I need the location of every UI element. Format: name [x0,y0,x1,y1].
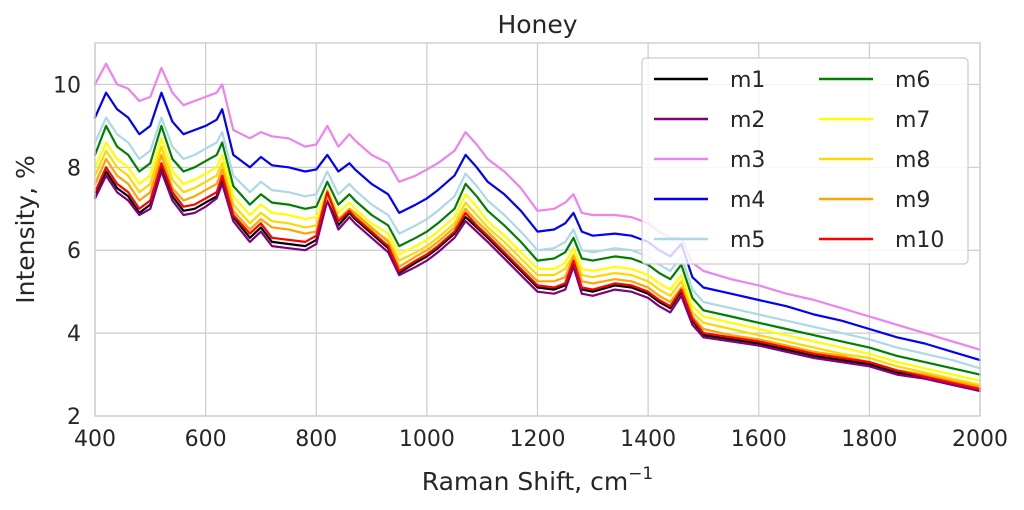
series-line-m7 [93,137,982,382]
x-tick-label: 1600 [731,427,787,452]
legend-label-m8: m8 [895,148,930,173]
legend-label-m7: m7 [895,108,930,133]
x-tick-label: 400 [74,427,116,452]
legend-box [641,57,969,265]
legend-label-m1: m1 [730,68,765,93]
series-line-m10 [93,162,982,391]
series-line-m2 [93,170,982,393]
x-tick-label: 2000 [952,427,1008,452]
series-line-m9 [93,153,982,389]
x-tick-label: 800 [295,427,337,452]
x-tick-label: 1200 [510,427,566,452]
y-tick-label: 10 [53,73,81,98]
y-tick-label: 6 [67,239,81,264]
legend-label-m5: m5 [730,228,765,253]
y-tick-labels: 2 4 6 8 10 [53,73,81,430]
legend-label-m3: m3 [730,148,765,173]
series-line-m1 [93,166,982,391]
series-line-m4 [93,91,982,362]
x-axis-title-text: Raman Shift, cm [422,467,628,496]
x-tick-label: 1400 [620,427,676,452]
y-axis-title: Intensity, % [11,155,40,303]
x-tick-label: 1800 [841,427,897,452]
y-tick-label: 8 [67,156,81,181]
chart-title: Honey [497,10,577,39]
x-tick-label: 600 [185,427,227,452]
series-line-m3 [93,62,982,351]
legend-label-m6: m6 [895,68,930,93]
x-tick-labels: 400 600 800 1000 1200 1400 1600 1800 2000 [74,427,1008,452]
x-axis-title-superscript: −1 [628,464,653,484]
legend: m1 m2 m3 m4 m5 m6 m7 m8 m9 m10 [641,57,969,265]
series-line-m6 [93,124,982,376]
y-tick-label: 4 [67,322,81,347]
series-line-m5 [93,116,982,370]
y-tick-label: 2 [67,405,81,430]
series-line-m8 [93,145,982,386]
legend-label-m10: m10 [895,228,944,253]
x-tick-label: 1000 [399,427,455,452]
series-lines [93,62,982,393]
legend-label-m4: m4 [730,188,765,213]
x-axis-title: Raman Shift, cm−1 [422,464,653,496]
legend-label-m2: m2 [730,108,765,133]
plot-frame [94,42,981,417]
legend-label-m9: m9 [895,188,930,213]
